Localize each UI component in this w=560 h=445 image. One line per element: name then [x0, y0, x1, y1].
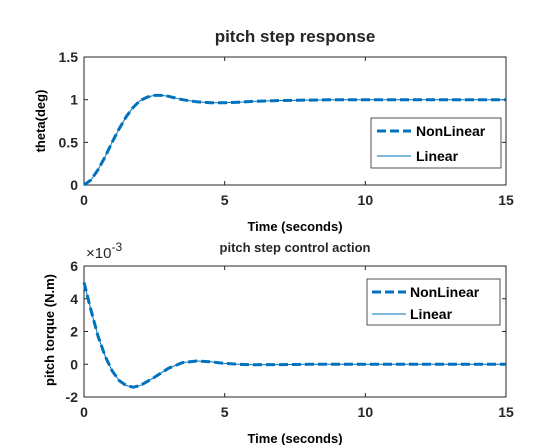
bottom-ytick-label: 4: [70, 291, 78, 307]
bottom-series-linear-line: [83, 282, 506, 388]
top-plot-ticks: 0 5 10 15 0 0.5 1 1.5: [59, 49, 514, 208]
bottom-ytick-label: 2: [70, 324, 78, 340]
bottom-xtick-label: 10: [358, 404, 374, 420]
bottom-ytick-label: 0: [70, 356, 78, 372]
top-legend-nonlinear-label: NonLinear: [416, 123, 486, 139]
top-plot-title: pitch step response: [215, 27, 376, 46]
top-legend-box: [370, 117, 502, 169]
bottom-legend: NonLinear Linear: [366, 278, 501, 326]
top-ytick-label: 0: [70, 177, 78, 193]
bottom-plot-title: pitch step control action: [220, 240, 371, 255]
top-plot-ylabel: theta(deg): [33, 90, 48, 153]
top-legend: NonLinear Linear: [370, 117, 502, 169]
top-xtick-label: 15: [498, 192, 514, 208]
bottom-xtick-label: 15: [498, 404, 514, 420]
top-xtick-label: 5: [221, 192, 229, 208]
top-ytick-label: 1.5: [59, 49, 79, 65]
top-legend-linear-label: Linear: [416, 148, 459, 164]
top-plot: pitch step response 0 5 10 15 0 0.5 1 1.5 Time …: [33, 27, 514, 234]
bottom-plot-exponent: ×10-3: [86, 240, 122, 262]
top-plot-lines: [83, 93, 506, 187]
bottom-plot-ylabel: pitch torque (N.m): [42, 274, 57, 386]
bottom-xtick-label: 5: [221, 404, 229, 420]
top-xtick-label: 10: [358, 192, 374, 208]
bottom-legend-linear-label: Linear: [410, 306, 453, 322]
top-xtick-label: 0: [80, 192, 88, 208]
top-ytick-label: 1: [70, 92, 78, 108]
bottom-legend-nonlinear-label: NonLinear: [410, 284, 480, 300]
bottom-plot-xlabel: Time (seconds): [247, 431, 342, 445]
top-series-linear-line: [83, 94, 506, 186]
bottom-legend-box: [366, 278, 501, 326]
top-ytick-label: 0.5: [59, 134, 79, 150]
bottom-ytick-label: 6: [70, 258, 78, 274]
bottom-plot-lines: [82, 282, 506, 389]
bottom-xtick-label: 0: [80, 404, 88, 420]
top-plot-xlabel: Time (seconds): [247, 219, 342, 234]
bottom-ytick-label: -2: [66, 389, 79, 405]
bottom-plot: pitch step control action ×10-3 0 5 10 15 -2…: [42, 240, 514, 445]
